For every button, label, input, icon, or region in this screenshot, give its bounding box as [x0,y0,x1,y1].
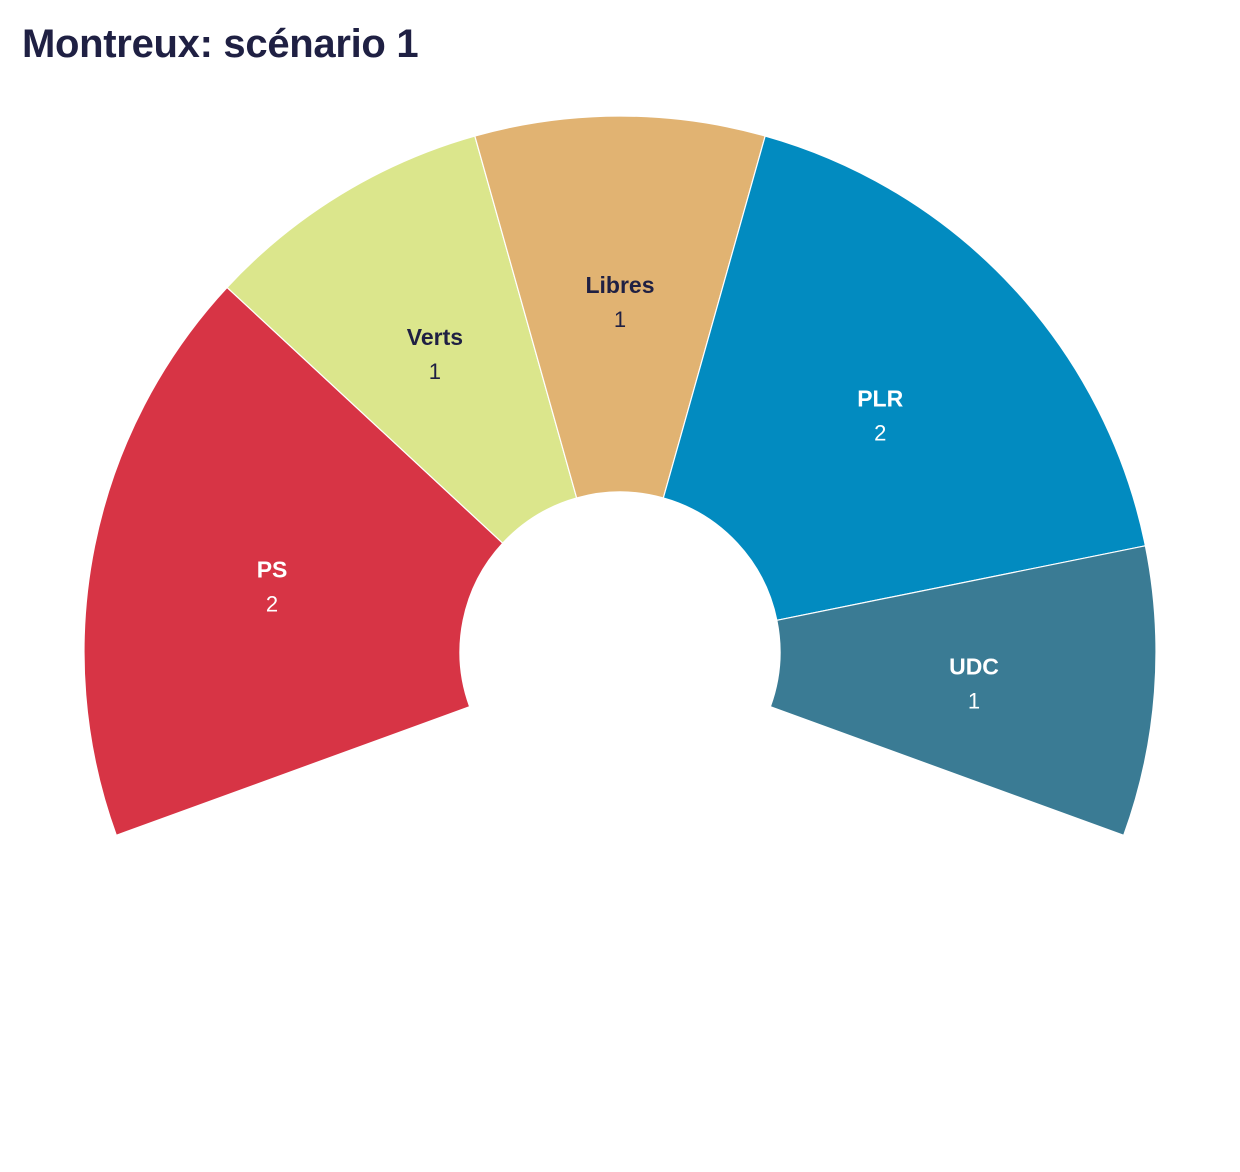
chart-title: Montreux: scénario 1 [22,22,419,66]
segment-verts [226,135,578,545]
segment-udc [769,545,1157,837]
segment-label-ps: PS [257,557,288,583]
segment-value-libres: 1 [614,307,626,332]
segment-ps [83,286,504,837]
labels-layer: PS 2 Verts 1 Libres 1 PLR 2 UDC 1 [257,272,999,714]
segment-label-plr: PLR [857,386,903,412]
segment-value-verts: 1 [429,359,441,384]
segment-label-libres: Libres [585,272,654,298]
segment-value-udc: 1 [968,689,980,714]
segment-label-verts: Verts [407,324,463,350]
segment-plr [662,135,1147,622]
segments-layer [83,115,1157,837]
segment-label-udc: UDC [949,654,999,680]
segment-libres [474,115,766,499]
segment-value-plr: 2 [874,421,886,446]
segment-value-ps: 2 [266,592,278,617]
